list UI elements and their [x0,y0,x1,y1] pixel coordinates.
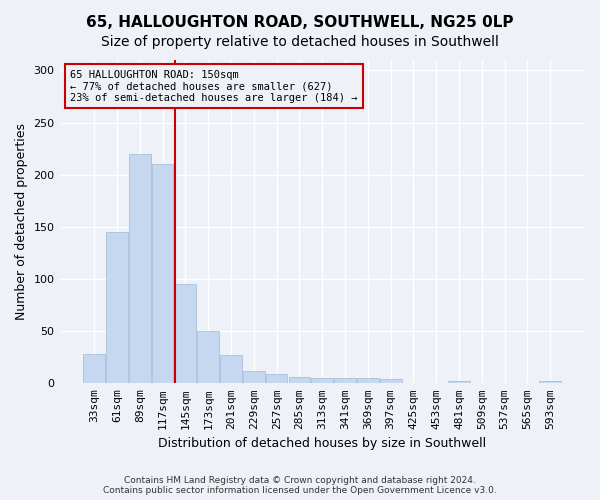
X-axis label: Distribution of detached houses by size in Southwell: Distribution of detached houses by size … [158,437,487,450]
Bar [357,378,379,384]
Bar [152,164,173,384]
Text: 65 HALLOUGHTON ROAD: 150sqm
← 77% of detached houses are smaller (627)
23% of se: 65 HALLOUGHTON ROAD: 150sqm ← 77% of det… [70,70,358,103]
Bar [175,284,196,384]
Bar [289,377,310,384]
Bar [266,374,287,384]
Bar [243,371,265,384]
Text: Contains HM Land Registry data © Crown copyright and database right 2024.
Contai: Contains HM Land Registry data © Crown c… [103,476,497,495]
Bar [539,381,561,384]
Bar [197,331,219,384]
Bar [83,354,105,384]
Text: 65, HALLOUGHTON ROAD, SOUTHWELL, NG25 0LP: 65, HALLOUGHTON ROAD, SOUTHWELL, NG25 0L… [86,15,514,30]
Bar [220,355,242,384]
Y-axis label: Number of detached properties: Number of detached properties [15,123,28,320]
Text: Size of property relative to detached houses in Southwell: Size of property relative to detached ho… [101,35,499,49]
Bar [380,379,401,384]
Bar [129,154,151,384]
Bar [106,232,128,384]
Bar [334,378,356,384]
Bar [448,381,470,384]
Bar [311,378,333,384]
